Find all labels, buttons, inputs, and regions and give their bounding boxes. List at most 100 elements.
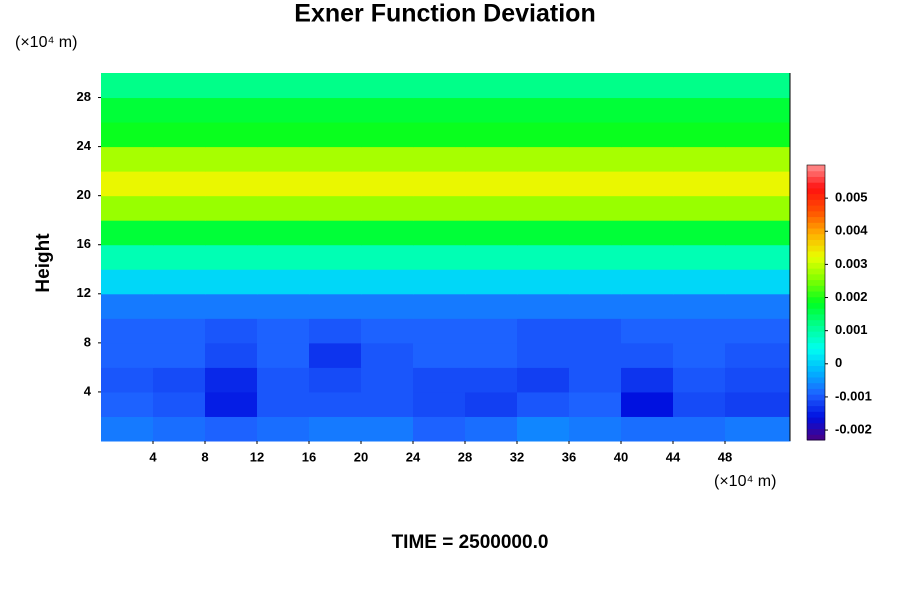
cell bbox=[569, 269, 622, 295]
cell bbox=[257, 171, 310, 197]
cell bbox=[361, 416, 414, 442]
cell bbox=[465, 73, 518, 99]
cell bbox=[413, 318, 466, 344]
cell bbox=[413, 195, 466, 221]
colorbar-band bbox=[807, 250, 825, 258]
cell bbox=[673, 97, 726, 123]
cell bbox=[673, 244, 726, 270]
cell bbox=[101, 269, 154, 295]
colorbar-band bbox=[807, 222, 825, 229]
cell bbox=[413, 342, 466, 368]
chart-title: Exner Function Deviation bbox=[294, 0, 595, 28]
cell bbox=[153, 195, 206, 221]
cell bbox=[257, 97, 310, 123]
cell bbox=[153, 244, 206, 270]
cell bbox=[673, 146, 726, 172]
cell bbox=[413, 122, 466, 148]
cell bbox=[621, 146, 674, 172]
colorbar-band bbox=[807, 279, 825, 286]
cell bbox=[569, 195, 622, 221]
cell bbox=[101, 318, 154, 344]
cell bbox=[309, 391, 362, 417]
colorbar-band bbox=[807, 405, 825, 412]
cell bbox=[673, 171, 726, 197]
colorbar-band bbox=[807, 394, 825, 401]
cell bbox=[517, 146, 570, 172]
cell bbox=[621, 367, 674, 393]
cell bbox=[621, 195, 674, 221]
cell bbox=[309, 318, 362, 344]
cell bbox=[673, 318, 726, 344]
cell bbox=[621, 122, 674, 148]
colorbar-band bbox=[807, 210, 825, 218]
cell bbox=[413, 97, 466, 123]
colorbar-band bbox=[807, 165, 825, 172]
cell bbox=[361, 269, 414, 295]
cell bbox=[205, 416, 258, 442]
cell bbox=[569, 293, 622, 319]
cell bbox=[725, 73, 791, 99]
cell bbox=[673, 195, 726, 221]
colorbar-band bbox=[807, 388, 825, 395]
colorbar-band bbox=[807, 228, 825, 235]
footer: TIME = 2500000.0 bbox=[392, 532, 549, 553]
cell bbox=[153, 416, 206, 442]
cell bbox=[673, 391, 726, 417]
x-tick-label: 4 bbox=[149, 449, 157, 464]
cell bbox=[361, 73, 414, 99]
y-tick-label: 4 bbox=[84, 383, 92, 398]
colorbar-tick-label: 0.004 bbox=[835, 223, 868, 238]
cell bbox=[309, 146, 362, 172]
cell bbox=[309, 220, 362, 246]
cell bbox=[569, 220, 622, 246]
cell bbox=[101, 73, 154, 99]
cell bbox=[673, 269, 726, 295]
colorbar-band bbox=[807, 296, 825, 303]
cell bbox=[725, 122, 791, 148]
x-tick-label: 40 bbox=[614, 449, 628, 464]
colorbar-band bbox=[807, 205, 825, 212]
y-unit: (×10⁴ m) bbox=[15, 34, 77, 51]
cell bbox=[725, 171, 791, 197]
y-axis-label: Height bbox=[33, 233, 54, 293]
cell bbox=[517, 122, 570, 148]
cell bbox=[205, 122, 258, 148]
x-unit: (×10⁴ m) bbox=[714, 473, 776, 490]
cell bbox=[153, 367, 206, 393]
colorbar-band bbox=[807, 285, 825, 292]
cell bbox=[361, 367, 414, 393]
cell bbox=[465, 220, 518, 246]
cell bbox=[361, 391, 414, 417]
cell bbox=[725, 195, 791, 221]
cell bbox=[205, 171, 258, 197]
cell bbox=[621, 318, 674, 344]
cell bbox=[361, 342, 414, 368]
cell bbox=[413, 293, 466, 319]
cell bbox=[725, 416, 791, 442]
cell bbox=[673, 416, 726, 442]
colorbar-band bbox=[807, 262, 825, 269]
cell bbox=[413, 391, 466, 417]
cell bbox=[621, 342, 674, 368]
cell bbox=[309, 293, 362, 319]
cell bbox=[465, 195, 518, 221]
cell bbox=[361, 244, 414, 270]
cell bbox=[257, 416, 310, 442]
cell bbox=[621, 220, 674, 246]
cell bbox=[153, 171, 206, 197]
cell bbox=[205, 318, 258, 344]
colorbar-band bbox=[807, 411, 825, 418]
cell bbox=[725, 269, 791, 295]
colorbar-tick-label: -0.001 bbox=[835, 388, 872, 403]
y-tick-label: 12 bbox=[77, 285, 91, 300]
cell bbox=[517, 342, 570, 368]
colorbar-band bbox=[807, 308, 825, 315]
cell bbox=[621, 244, 674, 270]
cell bbox=[569, 391, 622, 417]
cell bbox=[569, 318, 622, 344]
cell bbox=[153, 269, 206, 295]
colorbar-tick-label: 0.001 bbox=[835, 322, 868, 337]
cell bbox=[725, 318, 791, 344]
cell bbox=[621, 97, 674, 123]
y-tick-label: 24 bbox=[77, 138, 92, 153]
